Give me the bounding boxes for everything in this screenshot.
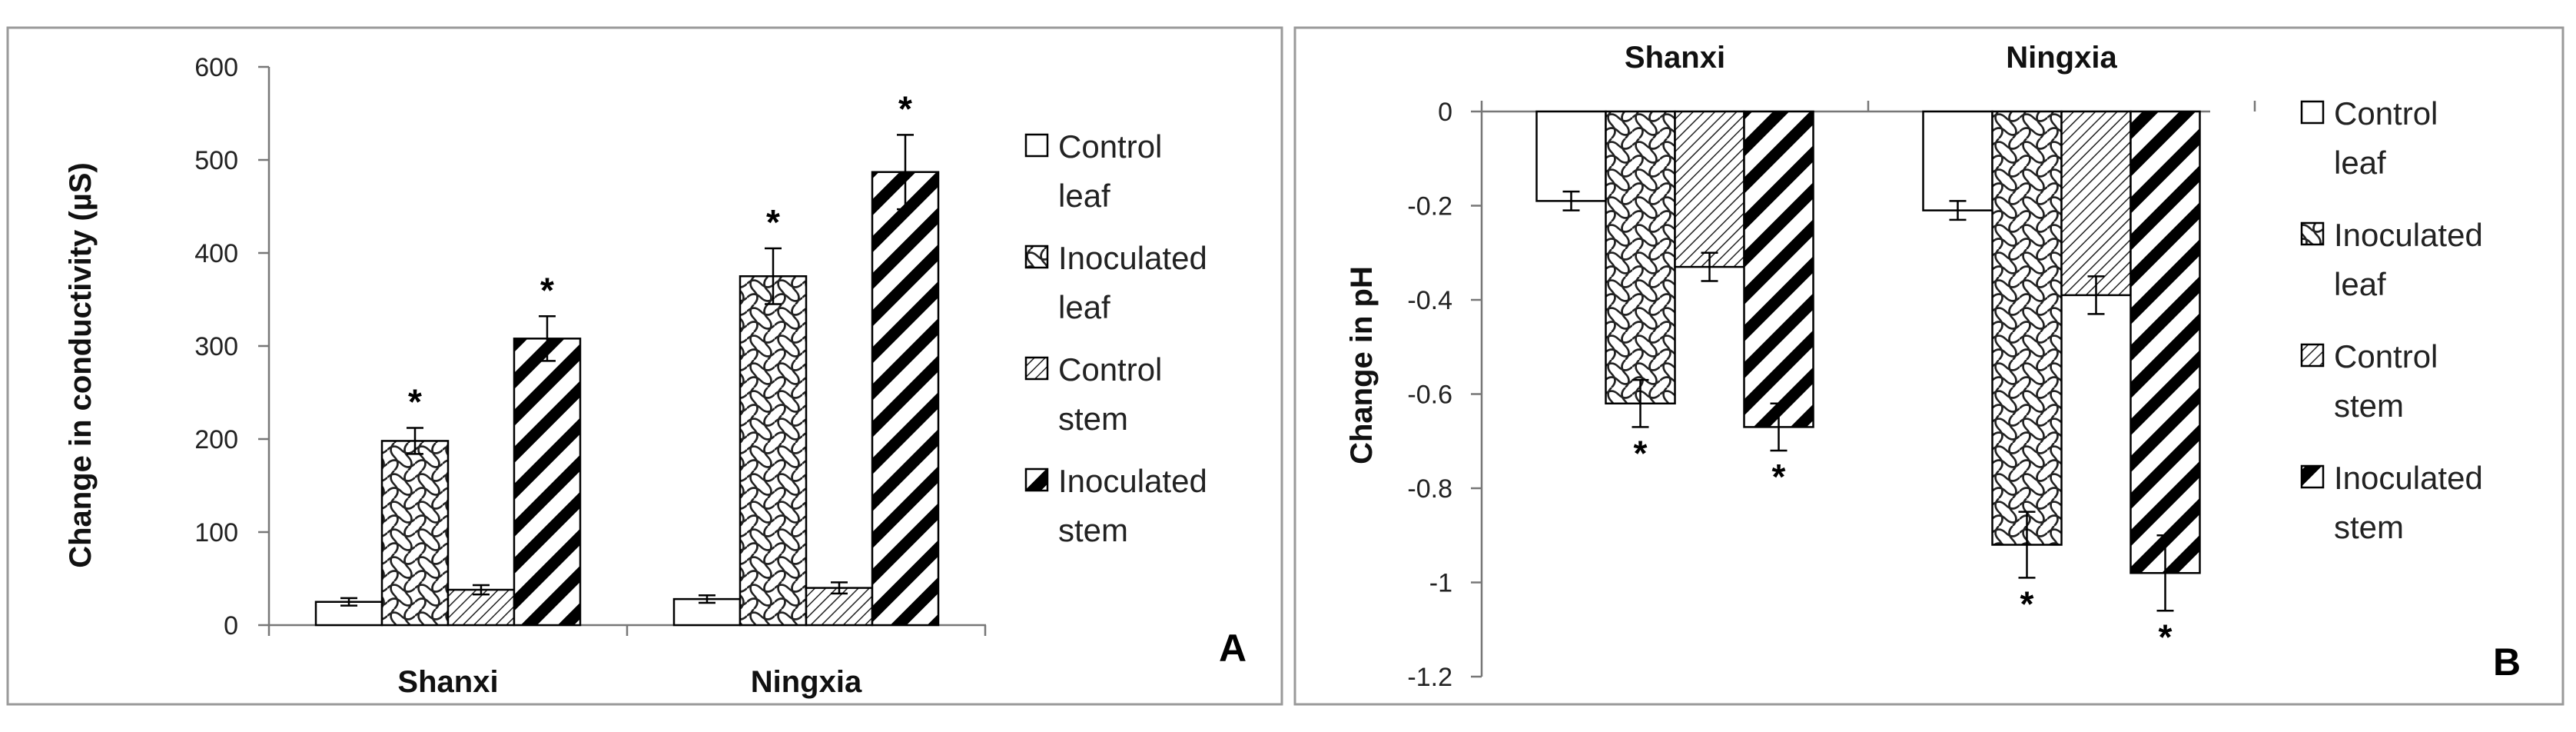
panel-b-plot: 0 -0.2 -0.4 -0.6 -0.8 -1 -1.2 Shanxi Ningxia * * * *… xyxy=(1407,41,2482,692)
panel-a-label: A xyxy=(1219,627,1247,670)
panel-a-frame xyxy=(6,26,1283,706)
panel-b-legend-swatch-inoculated-stem xyxy=(2300,464,2325,489)
panel-a-category-label-ningxia: Ningxia xyxy=(751,665,862,699)
panel-b-legend-label: leaf xyxy=(2334,145,2386,181)
panel-a-legend-label: leaf xyxy=(1058,178,1110,214)
panel-b-y-tick-label: -0.8 xyxy=(1407,474,1452,504)
panel-b-y-axis-label: Change in pH xyxy=(1345,266,1379,464)
panel-a-y-tick-label: 300 xyxy=(194,332,238,361)
panel-a-legend-swatch-inoculated-stem xyxy=(1024,467,1049,492)
panel-b-legend-swatch-control-stem xyxy=(2300,343,2325,368)
panel-a-y-axis-label: Change in conductivity (µS) xyxy=(64,162,98,568)
panel-a-bar-inoculated-leaf-ningxia xyxy=(739,275,808,627)
panel-b-legend-label: stem xyxy=(2334,509,2404,545)
panel-b-bar-control-leaf-shanxi xyxy=(1535,110,1607,202)
panel-a-legend-label: leaf xyxy=(1058,289,1110,325)
panel-a-legend-swatch-control-leaf xyxy=(1024,133,1049,158)
panel-b-category-label-shanxi: Shanxi xyxy=(1625,41,1725,75)
panel-a-y-tick-label: 100 xyxy=(194,518,238,547)
panel-b-label: B xyxy=(2493,640,2521,684)
panel-b-category-label-ningxia: Ningxia xyxy=(2006,41,2117,75)
panel-b-bar-control-leaf-ningxia xyxy=(1922,110,1993,211)
panel-b-significance-star: * xyxy=(1772,457,1786,497)
panel-a-legend-label: Inoculated xyxy=(1058,463,1207,499)
panel-b-bar-inoculated-stem-ningxia xyxy=(2130,110,2201,574)
panel-b-legend-label: stem xyxy=(2334,388,2404,424)
panel-b-legend-label: Control xyxy=(2334,338,2438,374)
panel-b-significance-star: * xyxy=(2159,617,2173,657)
panel-b-y-tick-label: -0.4 xyxy=(1407,286,1452,315)
panel-a-y-tick-label: 600 xyxy=(194,53,238,82)
panel-a-category-label-shanxi: Shanxi xyxy=(397,665,498,699)
panel-a-y-tick-label: 500 xyxy=(194,146,238,175)
panel-b-legend-label: Inoculated xyxy=(2334,460,2483,496)
panel-b-y-tick-label: -0.2 xyxy=(1407,192,1452,221)
panel-a-legend-swatch-control-stem xyxy=(1024,356,1049,381)
panel-b-legend-swatch-inoculated-leaf xyxy=(2300,221,2325,246)
panel-a-legend-label: Control xyxy=(1058,128,1162,165)
panel-a-significance-star: * xyxy=(898,88,912,128)
panel-a-significance-star: * xyxy=(408,381,422,421)
panel-b-significance-star: * xyxy=(2020,584,2034,624)
panel-a-bar-inoculated-stem-shanxi xyxy=(513,338,582,627)
panel-b-bar-inoculated-leaf-ningxia xyxy=(1991,110,2063,546)
panel-a-bar-inoculated-stem-ningxia xyxy=(871,171,940,627)
panel-a-legend-label: stem xyxy=(1058,401,1128,437)
panel-a-bar-control-leaf-ningxia xyxy=(672,597,742,627)
panel-b-y-tick-label: -0.6 xyxy=(1407,381,1452,410)
panel-b-y-tick-label: -1 xyxy=(1429,569,1452,598)
panel-a-y-tick-label: 200 xyxy=(194,425,238,454)
panel-b-legend-label: Control xyxy=(2334,95,2438,131)
panel-a-legend-swatch-inoculated-leaf xyxy=(1024,245,1049,269)
panel-b-y-tick-label: -1.2 xyxy=(1407,663,1452,692)
panel-b-bar-control-stem-shanxi xyxy=(1674,110,1745,268)
panel-a-significance-star: * xyxy=(766,202,780,242)
panel-a-bar-control-stem-shanxi xyxy=(446,588,516,627)
panel-a-significance-star: * xyxy=(540,270,554,310)
panel-b-legend-swatch-control-leaf xyxy=(2300,100,2325,125)
panel-a-bar-inoculated-leaf-shanxi xyxy=(380,440,450,627)
panel-a-legend-label: stem xyxy=(1058,512,1128,548)
panel-b-bar-inoculated-leaf-shanxi xyxy=(1605,110,1676,404)
panel-b-legend-label: Inoculated xyxy=(2334,217,2483,253)
panel-b-bar-control-stem-ningxia xyxy=(2060,110,2132,297)
panel-b-y-tick-label: 0 xyxy=(1438,98,1452,127)
panel-a-y-tick-label: 400 xyxy=(194,239,238,268)
panel-a-y-tick-label: 0 xyxy=(224,611,238,640)
panel-a-legend-label: Inoculated xyxy=(1058,240,1207,276)
panel-a-legend-label: Control xyxy=(1058,351,1162,388)
panel-b-bar-inoculated-stem-shanxi xyxy=(1743,110,1814,428)
panel-b-legend-label: leaf xyxy=(2334,266,2386,302)
panel-b-significance-star: * xyxy=(1634,433,1648,473)
panel-a-plot: 0 100 200 300 400 500 600 Shanxi Ningxia * * * * Cont… xyxy=(194,53,1207,699)
